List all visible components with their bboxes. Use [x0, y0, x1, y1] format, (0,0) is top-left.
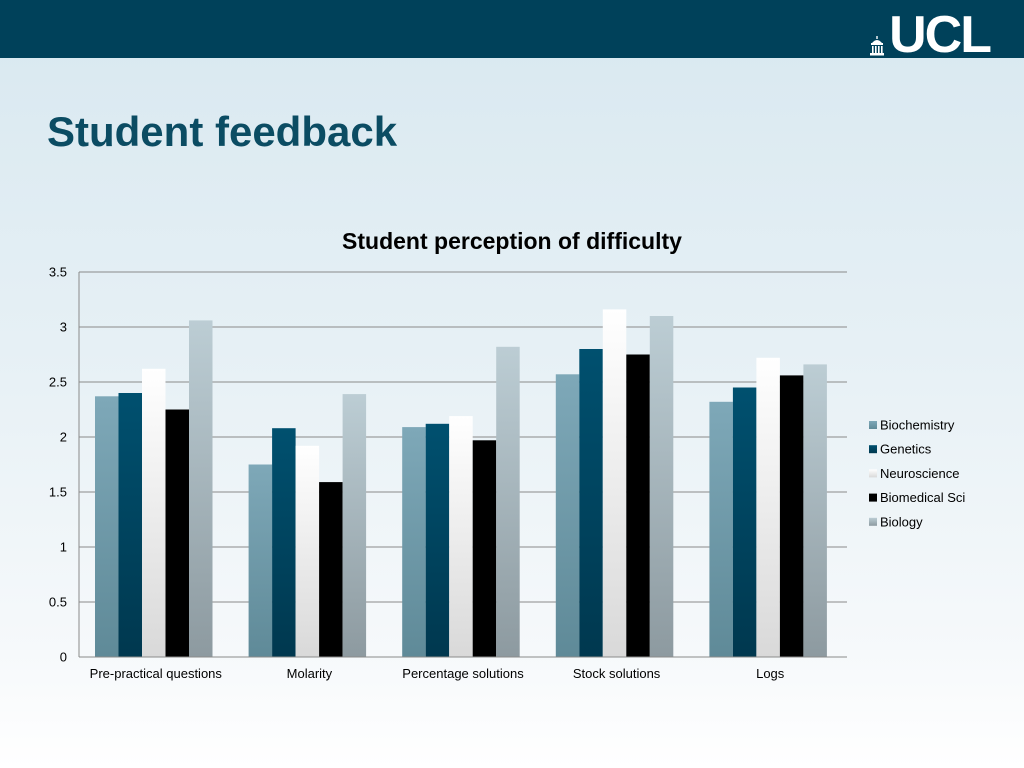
bar-biomedical-sci-pre-practical-questions	[165, 409, 189, 657]
y-tick-label: 1	[60, 540, 67, 555]
bar-genetics-molarity	[272, 428, 296, 657]
bar-biomedical-sci-percentage-solutions	[472, 440, 497, 657]
bar-genetics-logs	[732, 387, 757, 657]
legend-label-biomedical-sci: Biomedical Sci	[880, 490, 965, 505]
chart-title: Student perception of difficulty	[342, 228, 682, 254]
bar-genetics-percentage-solutions	[425, 423, 450, 657]
header-bar: UCL	[0, 0, 1024, 64]
axes: 0 0.5 1 1.5 2 2.5 3 3.5 Pre-practical questions M…	[49, 265, 847, 681]
bar-biochemistry-stock-solutions	[555, 374, 580, 657]
x-tick-label: Stock solutions	[573, 666, 661, 681]
ucl-logo: UCL	[869, 6, 992, 64]
bar-biomedical-sci-logs	[779, 375, 804, 657]
bar-biology-pre-practical-questions	[189, 320, 213, 657]
x-tick-label: Molarity	[287, 666, 333, 681]
bar-biochemistry-logs	[709, 401, 733, 657]
legend: Biochemistry Genetics Neuroscience Biomedic…	[869, 418, 965, 529]
y-tick-label: 3	[60, 320, 67, 335]
legend-label-genetics: Genetics	[880, 442, 932, 457]
x-tick-label: Logs	[756, 666, 785, 681]
bar-genetics-stock-solutions	[579, 349, 603, 657]
bar-biomedical-sci-stock-solutions	[626, 354, 650, 657]
legend-swatch-biochemistry	[869, 421, 877, 429]
legend-swatch-genetics	[869, 445, 877, 454]
bar-biochemistry-percentage-solutions	[402, 427, 426, 657]
y-tick-label: 1.5	[49, 485, 67, 500]
legend-swatch-biology	[869, 517, 877, 526]
page-title: Student feedback	[47, 108, 398, 155]
y-tick-label: 0	[60, 650, 67, 665]
legend-label-biology: Biology	[880, 514, 923, 529]
y-tick-label: 0.5	[49, 595, 67, 610]
logo-text: UCL	[889, 6, 992, 64]
bar-neuroscience-stock-solutions	[602, 309, 627, 657]
legend-label-biochemistry: Biochemistry	[880, 418, 955, 433]
portico-dome-icon	[869, 36, 885, 58]
bar-neuroscience-pre-practical-questions	[142, 368, 166, 657]
bar-biology-stock-solutions	[649, 316, 674, 657]
bars	[95, 309, 827, 657]
legend-label-neuroscience: Neuroscience	[880, 466, 960, 481]
y-tick-label: 3.5	[49, 265, 67, 280]
bar-neuroscience-logs	[756, 357, 780, 657]
bar-biology-logs	[803, 364, 827, 657]
legend-swatch-biomedical-sci	[869, 493, 877, 502]
bar-biochemistry-molarity	[248, 464, 273, 657]
x-tick-label: Percentage solutions	[402, 666, 524, 681]
x-tick-label: Pre-practical questions	[90, 666, 223, 681]
bar-biology-percentage-solutions	[496, 346, 520, 657]
bar-neuroscience-percentage-solutions	[449, 416, 473, 657]
bar-biochemistry-pre-practical-questions	[95, 396, 119, 657]
bar-biomedical-sci-molarity	[319, 482, 343, 657]
legend-swatch-neuroscience	[869, 469, 877, 478]
bar-biology-molarity	[342, 394, 367, 657]
bar-neuroscience-molarity	[295, 445, 320, 657]
y-tick-label: 2.5	[49, 375, 67, 390]
y-tick-label: 2	[60, 430, 67, 445]
bar-genetics-pre-practical-questions	[118, 393, 142, 657]
